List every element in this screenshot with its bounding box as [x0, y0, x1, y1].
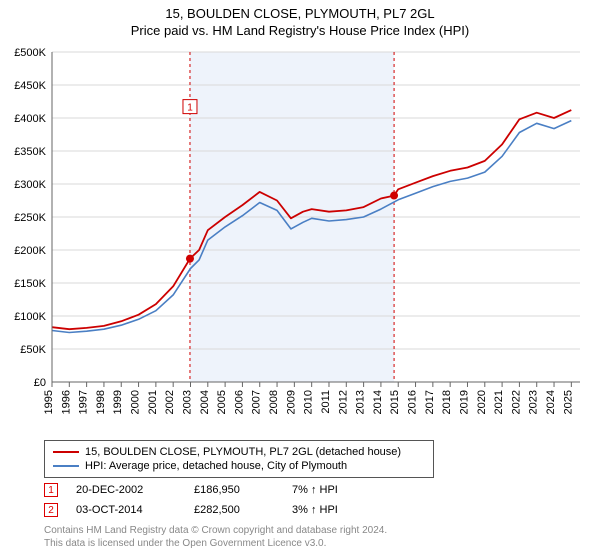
legend-swatch — [53, 451, 79, 453]
svg-text:2011: 2011 — [320, 390, 332, 414]
svg-text:2024: 2024 — [545, 390, 557, 414]
legend-label: 15, BOULDEN CLOSE, PLYMOUTH, PL7 2GL (de… — [85, 446, 401, 458]
footnote: Contains HM Land Registry data © Crown c… — [44, 524, 387, 550]
chart-subtitle: Price paid vs. HM Land Registry's House … — [0, 21, 600, 44]
svg-text:1996: 1996 — [60, 390, 72, 414]
svg-text:2006: 2006 — [233, 390, 245, 414]
svg-text:2015: 2015 — [389, 390, 401, 414]
sale-row: 1 20-DEC-2002 £186,950 7% ↑ HPI — [44, 480, 362, 500]
svg-text:2003: 2003 — [181, 390, 193, 414]
svg-text:1999: 1999 — [112, 390, 124, 414]
svg-text:2012: 2012 — [337, 390, 349, 414]
sale-price: £282,500 — [194, 504, 274, 516]
svg-text:2002: 2002 — [164, 390, 176, 414]
footnote-line: This data is licensed under the Open Gov… — [44, 537, 387, 550]
svg-text:2014: 2014 — [372, 390, 384, 414]
sale-records: 1 20-DEC-2002 £186,950 7% ↑ HPI 2 03-OCT-2014… — [44, 480, 362, 520]
svg-text:1998: 1998 — [95, 390, 107, 414]
line-chart: £0 £50K £100K £150K £200K £250K £300K £350K £400… — [0, 44, 600, 434]
svg-text:2017: 2017 — [424, 390, 436, 414]
svg-text:2018: 2018 — [441, 390, 453, 414]
legend-label: HPI: Average price, detached house, City… — [85, 460, 347, 472]
svg-text:1: 1 — [187, 103, 193, 114]
svg-text:2007: 2007 — [251, 390, 263, 414]
legend: 15, BOULDEN CLOSE, PLYMOUTH, PL7 2GL (de… — [44, 440, 434, 478]
svg-text:2020: 2020 — [476, 390, 488, 414]
legend-item: 15, BOULDEN CLOSE, PLYMOUTH, PL7 2GL (de… — [53, 445, 425, 459]
svg-text:£0: £0 — [34, 377, 46, 389]
svg-text:£100K: £100K — [14, 311, 46, 323]
svg-text:£400K: £400K — [14, 113, 46, 125]
svg-text:1997: 1997 — [78, 390, 90, 414]
chart-area: £0 £50K £100K £150K £200K £250K £300K £350K £400… — [0, 44, 600, 434]
svg-text:2019: 2019 — [458, 390, 470, 414]
svg-text:2023: 2023 — [528, 390, 540, 414]
svg-text:2000: 2000 — [130, 390, 142, 414]
svg-text:2013: 2013 — [355, 390, 367, 414]
svg-text:£300K: £300K — [14, 179, 46, 191]
svg-text:2008: 2008 — [268, 390, 280, 414]
sale-hpi: 7% ↑ HPI — [292, 484, 362, 496]
svg-text:£200K: £200K — [14, 245, 46, 257]
svg-text:2005: 2005 — [216, 390, 228, 414]
svg-text:£150K: £150K — [14, 278, 46, 290]
svg-text:2021: 2021 — [493, 390, 505, 414]
sale-price: £186,950 — [194, 484, 274, 496]
svg-text:2025: 2025 — [562, 390, 574, 414]
svg-text:£50K: £50K — [20, 344, 46, 356]
chart-title: 15, BOULDEN CLOSE, PLYMOUTH, PL7 2GL — [0, 0, 600, 21]
svg-text:2004: 2004 — [199, 390, 211, 414]
sale-date: 03-OCT-2014 — [76, 504, 176, 516]
svg-text:2010: 2010 — [303, 390, 315, 414]
svg-text:£350K: £350K — [14, 146, 46, 158]
sale-row: 2 03-OCT-2014 £282,500 3% ↑ HPI — [44, 500, 362, 520]
chart-container: 15, BOULDEN CLOSE, PLYMOUTH, PL7 2GL Pri… — [0, 0, 600, 560]
sale-hpi: 3% ↑ HPI — [292, 504, 362, 516]
sale-marker: 2 — [44, 503, 58, 517]
svg-text:2016: 2016 — [407, 390, 419, 414]
sale-marker: 1 — [44, 483, 58, 497]
svg-text:2009: 2009 — [285, 390, 297, 414]
legend-item: HPI: Average price, detached house, City… — [53, 459, 425, 473]
svg-text:2001: 2001 — [147, 390, 159, 414]
svg-text:£500K: £500K — [14, 47, 46, 59]
footnote-line: Contains HM Land Registry data © Crown c… — [44, 524, 387, 537]
sale-date: 20-DEC-2002 — [76, 484, 176, 496]
svg-text:1995: 1995 — [43, 390, 55, 414]
svg-text:2022: 2022 — [510, 390, 522, 414]
svg-text:£450K: £450K — [14, 80, 46, 92]
svg-text:£250K: £250K — [14, 212, 46, 224]
legend-swatch — [53, 465, 79, 467]
